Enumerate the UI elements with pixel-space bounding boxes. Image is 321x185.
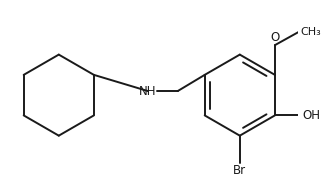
Text: Br: Br	[233, 164, 246, 177]
Text: O: O	[270, 31, 280, 44]
Text: CH₃: CH₃	[300, 27, 321, 37]
Text: NH: NH	[139, 85, 157, 97]
Text: OH: OH	[303, 109, 321, 122]
